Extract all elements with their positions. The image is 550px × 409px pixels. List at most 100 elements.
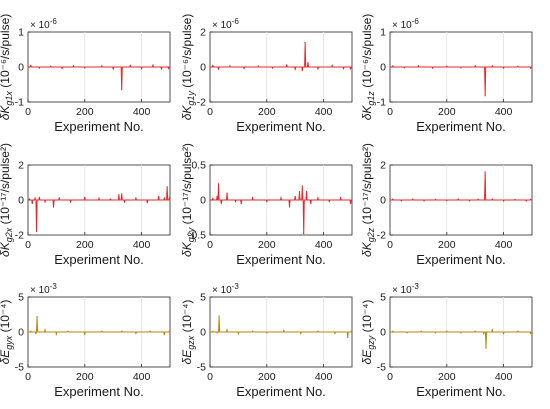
data-point xyxy=(109,198,111,200)
data-point xyxy=(301,185,303,187)
y-label-subscript: g1x xyxy=(4,91,14,106)
multiplier-base: × 10 xyxy=(212,20,232,31)
y-tick-label: 5 xyxy=(200,292,206,304)
y-label-symbol: δK xyxy=(180,105,194,121)
data-point xyxy=(446,65,448,67)
y-label-symbol: δK xyxy=(180,241,194,257)
data-point xyxy=(286,64,288,66)
data-point xyxy=(61,67,63,69)
data-point xyxy=(121,193,123,195)
data-point xyxy=(484,171,486,173)
y-label-unit: (10⁻⁴) xyxy=(180,300,194,336)
data-point xyxy=(423,200,425,202)
multiplier-base: × 10 xyxy=(392,20,412,31)
data-point xyxy=(121,330,123,332)
y-axis-label: δKg1z (10⁻⁶/s/pulse) xyxy=(360,14,376,121)
data-point xyxy=(457,198,459,200)
x-tick-label: 200 xyxy=(438,371,456,383)
data-point xyxy=(38,196,40,198)
y-axis-label: δEgzy (10⁻⁴) xyxy=(360,300,376,365)
data-point xyxy=(98,197,100,199)
x-tick-label: 400 xyxy=(495,371,513,383)
data-point xyxy=(44,201,46,203)
data-point xyxy=(503,332,505,334)
x-tick-label: 0 xyxy=(207,371,213,383)
data-point xyxy=(217,68,220,70)
data-point xyxy=(152,64,154,66)
axis-multiplier: × 10-6 xyxy=(30,17,57,31)
data-point xyxy=(400,200,402,202)
data-point xyxy=(30,65,32,67)
data-point xyxy=(347,337,349,339)
data-point xyxy=(474,330,476,332)
data-point xyxy=(434,332,437,334)
axis-multiplier: × 10-3 xyxy=(392,282,419,296)
x-tick-label: 200 xyxy=(438,106,456,118)
y-label-subscript: g2x xyxy=(4,227,14,242)
data-point xyxy=(517,330,519,332)
series-line xyxy=(28,186,171,232)
data-point xyxy=(349,202,352,205)
y-tick-label: 1 xyxy=(18,27,24,39)
y-tick-label: 1 xyxy=(380,27,386,39)
y-tick-label: -5 xyxy=(377,362,386,374)
series-line xyxy=(390,64,532,96)
y-axis-label: δKg2x (10⁻¹⁷/s/pulse²) xyxy=(0,143,14,257)
multiplier-exponent: -6 xyxy=(50,17,58,26)
data-point xyxy=(216,195,218,198)
data-point xyxy=(240,202,242,205)
data-point xyxy=(349,68,352,70)
multiplier-exponent: -6 xyxy=(232,17,240,26)
data-point xyxy=(234,200,237,202)
y-tick-label: 2 xyxy=(200,27,206,39)
data-point xyxy=(237,332,239,334)
x-tick-label: 400 xyxy=(315,239,333,251)
y-tick-label: -2 xyxy=(15,230,24,242)
axis-multiplier: × 10-3 xyxy=(30,282,57,296)
data-point xyxy=(34,197,36,199)
data-point xyxy=(112,68,114,70)
data-point xyxy=(52,206,55,208)
data-point xyxy=(28,198,31,200)
data-point xyxy=(446,199,448,202)
data-point xyxy=(70,201,72,203)
multiplier-base: × 10 xyxy=(30,285,50,296)
y-label-unit: (10⁻¹⁷/s/pulse²) xyxy=(180,143,194,228)
y-tick-label: -0.5 xyxy=(188,230,206,242)
y-tick-label: 5 xyxy=(18,292,24,304)
axis-multiplier: × 10-6 xyxy=(392,17,419,31)
multiplier-base: × 10 xyxy=(212,285,232,296)
y-label-subscript: gyx xyxy=(4,335,14,350)
x-tick-label: 0 xyxy=(387,106,393,118)
data-point xyxy=(406,332,408,334)
y-axis-label: δKg2z (10⁻¹⁷/s/pulse²) xyxy=(360,143,376,257)
data-point xyxy=(35,230,38,233)
data-point xyxy=(30,330,32,332)
data-point xyxy=(283,330,285,332)
y-tick-label: -1 xyxy=(15,97,24,109)
data-point xyxy=(294,195,296,198)
data-point xyxy=(123,201,126,203)
x-axis-label: Experiment No. xyxy=(416,384,506,399)
data-point xyxy=(271,67,274,69)
data-point xyxy=(166,186,168,188)
data-point xyxy=(252,330,254,332)
y-label-unit: (10⁻¹⁷/s/pulse²) xyxy=(360,143,374,228)
y-tick-label: 0.5 xyxy=(191,160,206,172)
data-point xyxy=(460,332,462,334)
y-axis-label: δEgyx (10⁻⁴) xyxy=(0,300,14,365)
y-tick-label: -2 xyxy=(377,230,386,242)
y-tick-label: 0 xyxy=(18,62,24,74)
data-point xyxy=(342,67,345,70)
y-tick-label: -1 xyxy=(377,97,386,109)
data-point xyxy=(212,65,214,67)
y-tick-label: 0 xyxy=(200,62,206,74)
y-tick-label: -5 xyxy=(15,362,24,374)
y-label-subscript: g1z xyxy=(366,91,376,106)
y-tick-label: 0 xyxy=(380,62,386,74)
y-label-symbol: δE xyxy=(180,349,194,365)
data-point xyxy=(392,65,394,67)
